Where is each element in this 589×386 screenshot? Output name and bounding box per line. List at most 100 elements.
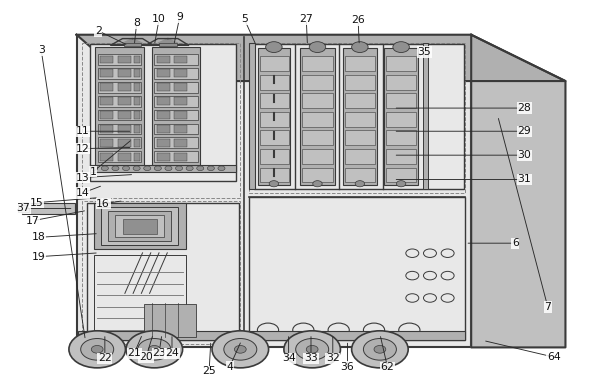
- Bar: [100, 153, 113, 161]
- Bar: [157, 83, 170, 91]
- Circle shape: [212, 331, 269, 368]
- Bar: [95, 47, 144, 165]
- Text: 23: 23: [152, 348, 166, 358]
- Bar: [174, 83, 187, 91]
- Bar: [345, 130, 375, 145]
- Circle shape: [207, 166, 214, 171]
- Bar: [134, 69, 140, 77]
- Bar: [98, 151, 141, 162]
- Bar: [300, 48, 335, 185]
- Circle shape: [218, 166, 225, 171]
- Bar: [345, 112, 375, 127]
- Bar: [157, 111, 170, 119]
- Bar: [157, 139, 170, 147]
- Text: 13: 13: [75, 173, 90, 183]
- Circle shape: [133, 166, 140, 171]
- Text: 15: 15: [29, 198, 44, 208]
- Text: 6: 6: [512, 238, 519, 248]
- Bar: [90, 165, 236, 172]
- Bar: [134, 56, 140, 63]
- Text: 9: 9: [176, 12, 183, 22]
- Bar: [157, 153, 170, 161]
- Bar: [302, 168, 333, 182]
- Bar: [386, 130, 416, 145]
- Text: 30: 30: [517, 150, 531, 160]
- Bar: [345, 75, 375, 90]
- Bar: [98, 110, 141, 120]
- Bar: [302, 56, 333, 71]
- Bar: [159, 43, 177, 46]
- Bar: [100, 69, 113, 77]
- Bar: [249, 43, 255, 189]
- Circle shape: [144, 166, 151, 171]
- Bar: [94, 203, 186, 249]
- Bar: [98, 82, 141, 93]
- Bar: [345, 149, 375, 164]
- Circle shape: [396, 181, 406, 187]
- Bar: [94, 255, 186, 338]
- Bar: [98, 124, 141, 134]
- Bar: [108, 211, 171, 241]
- Bar: [258, 48, 290, 185]
- Bar: [77, 35, 471, 347]
- Text: 5: 5: [241, 14, 248, 24]
- Circle shape: [234, 345, 246, 353]
- Circle shape: [176, 166, 183, 171]
- Bar: [154, 54, 198, 65]
- Bar: [157, 97, 170, 105]
- Bar: [134, 153, 140, 161]
- Text: 25: 25: [202, 366, 216, 376]
- Bar: [345, 56, 375, 71]
- Text: 20: 20: [139, 352, 153, 362]
- Circle shape: [148, 345, 160, 353]
- Bar: [90, 44, 236, 181]
- Circle shape: [138, 339, 171, 360]
- Text: 36: 36: [340, 362, 355, 372]
- Text: 3: 3: [38, 45, 45, 55]
- Bar: [174, 139, 187, 147]
- Text: 2: 2: [95, 26, 102, 36]
- Text: 10: 10: [152, 14, 166, 24]
- Circle shape: [309, 42, 326, 52]
- Bar: [174, 97, 187, 105]
- Bar: [386, 149, 416, 164]
- Bar: [118, 69, 131, 77]
- Bar: [423, 43, 428, 189]
- Bar: [134, 139, 140, 147]
- Bar: [302, 93, 333, 108]
- Bar: [115, 215, 164, 237]
- Text: 26: 26: [351, 15, 365, 25]
- Bar: [345, 93, 375, 108]
- Bar: [98, 54, 141, 65]
- Circle shape: [363, 339, 396, 360]
- Text: 64: 64: [547, 352, 561, 362]
- Polygon shape: [123, 39, 143, 43]
- Circle shape: [112, 166, 119, 171]
- Text: 12: 12: [75, 144, 90, 154]
- Text: 17: 17: [25, 216, 39, 226]
- Text: 1: 1: [90, 167, 97, 177]
- Bar: [87, 203, 239, 340]
- Bar: [154, 151, 198, 162]
- Bar: [386, 75, 416, 90]
- Bar: [345, 168, 375, 182]
- Bar: [134, 83, 140, 91]
- Bar: [386, 56, 416, 71]
- Text: 7: 7: [544, 302, 551, 312]
- Bar: [154, 110, 198, 120]
- Text: 19: 19: [31, 252, 45, 262]
- Circle shape: [101, 166, 108, 171]
- Bar: [154, 82, 198, 93]
- Bar: [100, 125, 113, 133]
- Text: 62: 62: [380, 362, 395, 372]
- Bar: [118, 153, 131, 161]
- Polygon shape: [77, 35, 565, 81]
- Bar: [386, 93, 416, 108]
- Bar: [118, 56, 131, 63]
- Bar: [124, 43, 141, 46]
- Circle shape: [313, 181, 322, 187]
- Bar: [100, 111, 113, 119]
- Bar: [302, 130, 333, 145]
- Bar: [118, 97, 131, 105]
- Text: 4: 4: [226, 362, 233, 372]
